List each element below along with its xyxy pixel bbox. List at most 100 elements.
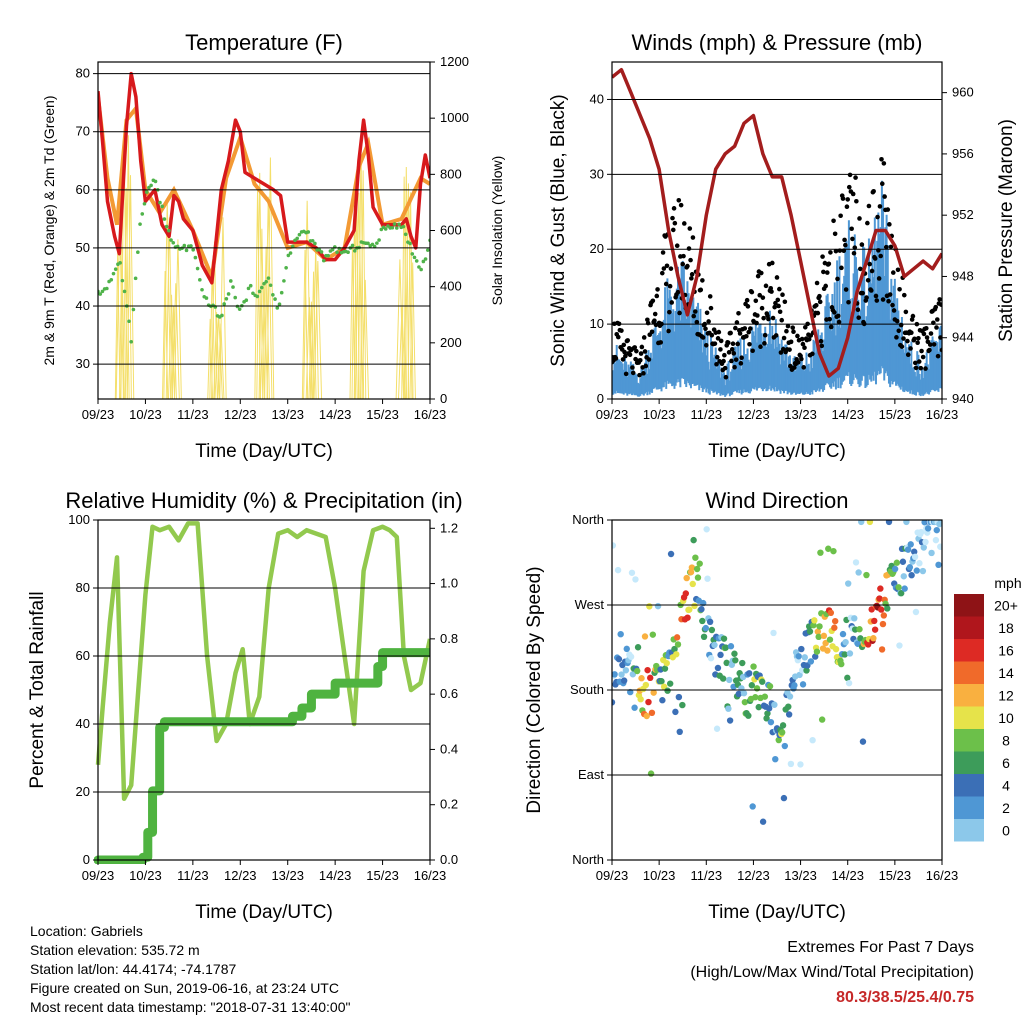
direction-point bbox=[612, 699, 616, 706]
gust-point bbox=[901, 292, 907, 298]
colorbar-label: 18 bbox=[998, 620, 1014, 636]
gust-point bbox=[839, 265, 844, 271]
direction-point bbox=[896, 642, 903, 649]
gust-point bbox=[664, 263, 670, 269]
x-tick-label: 15/23 bbox=[879, 407, 912, 422]
solar-line bbox=[214, 314, 223, 399]
x-tick-label: 13/23 bbox=[271, 868, 304, 883]
direction-point bbox=[684, 614, 691, 621]
gust-point bbox=[860, 290, 865, 296]
gust-point bbox=[681, 253, 686, 259]
gust-point bbox=[755, 313, 760, 318]
plot-area bbox=[98, 71, 430, 399]
gust-point bbox=[777, 286, 782, 292]
gust-point bbox=[800, 341, 806, 347]
direction-point bbox=[814, 628, 822, 635]
direction-point bbox=[661, 665, 669, 672]
solar-line bbox=[173, 239, 182, 399]
gust-point bbox=[890, 270, 896, 275]
y2-tick-label: 956 bbox=[952, 146, 974, 161]
gust-point bbox=[675, 289, 681, 295]
gust-point bbox=[776, 303, 781, 309]
direction-point bbox=[641, 633, 649, 640]
gust-point bbox=[757, 292, 763, 298]
gust-point bbox=[718, 338, 724, 344]
dewpoint-point bbox=[414, 259, 419, 263]
gust-point bbox=[788, 363, 793, 369]
direction-point bbox=[785, 703, 792, 710]
gust-point bbox=[732, 364, 737, 370]
y2-tick-label: 0.6 bbox=[440, 686, 458, 701]
direction-point bbox=[740, 690, 748, 697]
gust-point bbox=[623, 371, 629, 377]
recent-text: Most recent data timestamp: "2018-07-31 … bbox=[30, 999, 351, 1015]
gust-point bbox=[937, 297, 942, 302]
gust-point bbox=[744, 297, 750, 303]
gust-point bbox=[912, 360, 918, 366]
direction-point bbox=[727, 643, 735, 650]
gust-point bbox=[722, 365, 728, 371]
dewpoint-point bbox=[229, 279, 233, 283]
direction-point bbox=[791, 682, 798, 689]
dewpoint-point bbox=[290, 244, 295, 249]
direction-point bbox=[623, 645, 630, 653]
gust-point bbox=[725, 340, 731, 346]
gust-point bbox=[873, 293, 879, 299]
gust-point bbox=[923, 366, 928, 371]
gust-point bbox=[921, 331, 927, 337]
gust-point bbox=[641, 335, 647, 340]
gust-point bbox=[927, 347, 932, 353]
y2-tick-label: 940 bbox=[952, 391, 974, 406]
gust-point bbox=[875, 214, 880, 220]
gust-point bbox=[625, 338, 631, 343]
gust-point bbox=[638, 351, 644, 356]
gust-point bbox=[919, 348, 924, 354]
direction-point bbox=[646, 603, 653, 610]
plot-area bbox=[94, 521, 430, 864]
x-tick-label: 14/23 bbox=[319, 868, 352, 883]
gust-point bbox=[639, 344, 645, 350]
direction-point bbox=[707, 655, 715, 662]
direction-point bbox=[846, 650, 854, 657]
dewpoint-point bbox=[98, 292, 103, 296]
gust-point bbox=[707, 294, 713, 299]
gust-point bbox=[833, 248, 839, 254]
x-tick-label: 12/23 bbox=[737, 407, 770, 422]
direction-point bbox=[658, 678, 665, 685]
dewpoint-point bbox=[120, 278, 125, 283]
gust-point bbox=[898, 322, 904, 328]
gust-point bbox=[745, 304, 751, 309]
gust-point bbox=[758, 344, 763, 350]
dewpoint-point bbox=[401, 224, 406, 229]
gust-point bbox=[843, 287, 849, 292]
solar-line bbox=[266, 157, 275, 399]
solar-line bbox=[301, 249, 309, 399]
gust-point bbox=[934, 317, 940, 322]
colorbar-swatch bbox=[954, 751, 984, 774]
y-tick-label: West bbox=[575, 597, 605, 612]
direction-point bbox=[880, 612, 888, 619]
direction-point bbox=[725, 705, 732, 712]
gust-point bbox=[632, 345, 638, 350]
gust-point bbox=[623, 353, 628, 359]
gust-point bbox=[913, 365, 919, 371]
gust-point bbox=[734, 320, 740, 325]
colorbar-label: 0 bbox=[1002, 822, 1010, 838]
direction-point bbox=[689, 580, 696, 588]
dewpoint-point bbox=[377, 238, 381, 242]
direction-point bbox=[937, 543, 942, 550]
y2-tick-label: 1200 bbox=[440, 54, 469, 69]
y-tick-label: North bbox=[572, 512, 604, 527]
dewpoint-point bbox=[271, 293, 275, 297]
gust-point bbox=[843, 242, 848, 248]
direction-point bbox=[917, 528, 925, 536]
x-tick-label: 14/23 bbox=[831, 407, 864, 422]
gust-point bbox=[912, 336, 917, 342]
dewpoint-point bbox=[417, 265, 421, 269]
direction-point bbox=[775, 736, 782, 744]
gust-point bbox=[832, 310, 837, 315]
y2-tick-label: 960 bbox=[952, 85, 974, 100]
gust-point bbox=[856, 315, 862, 320]
dewpoint-point bbox=[403, 232, 408, 237]
gust-point bbox=[888, 244, 894, 250]
